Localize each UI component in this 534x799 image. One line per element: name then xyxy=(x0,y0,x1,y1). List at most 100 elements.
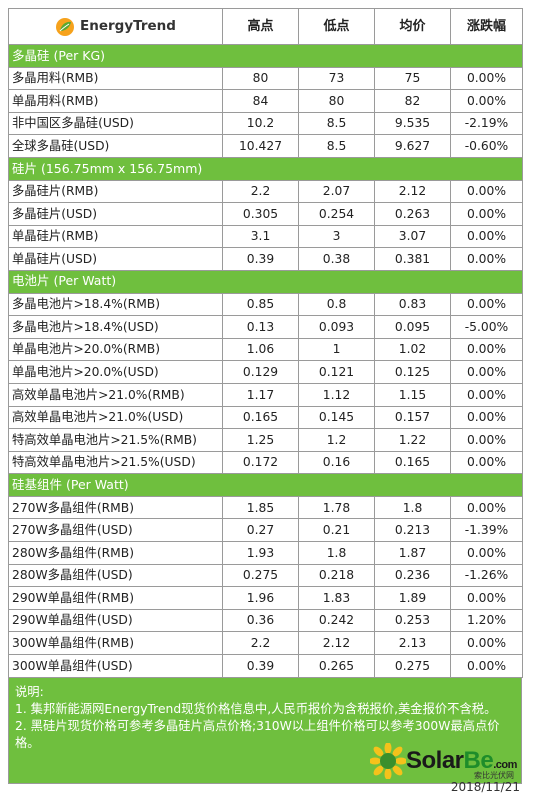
table-row: 单晶硅片(RMB) 3.1 3 3.07 0.00% xyxy=(8,224,523,249)
change-cell: 0.00% xyxy=(450,382,523,407)
low-price-cell: 8.5 xyxy=(298,111,375,136)
low-price-cell: 3 xyxy=(298,224,375,249)
high-price-cell: 2.2 xyxy=(222,631,299,656)
change-cell: 0.00% xyxy=(450,450,523,475)
change-cell: -2.19% xyxy=(450,111,523,136)
solarbe-watermark: SolarBe.com 索比光伏网 xyxy=(370,740,520,782)
table-row: 单晶电池片>20.0%(RMB) 1.06 1 1.02 0.00% xyxy=(8,337,523,362)
table-row: 非中国区多晶硅(USD) 10.2 8.5 9.535 -2.19% xyxy=(8,111,523,136)
product-name-cell: 非中国区多晶硅(USD) xyxy=(8,111,223,136)
price-table: EnergyTrend 高点 低点 均价 涨跌幅 多晶硅 (Per KG) 多晶用… xyxy=(8,8,523,678)
table-row: 特高效单晶电池片>21.5%(RMB) 1.25 1.2 1.22 0.00% xyxy=(8,428,523,452)
table-row: 280W多晶组件(USD) 0.275 0.218 0.236 -1.26% xyxy=(8,563,523,588)
product-name-cell: 300W单晶组件(RMB) xyxy=(8,631,223,656)
avg-price-cell: 3.07 xyxy=(374,224,451,249)
table-row: 270W多晶组件(RMB) 1.85 1.78 1.8 0.00% xyxy=(8,495,523,520)
table-row: 290W单晶组件(RMB) 1.96 1.83 1.89 0.00% xyxy=(8,586,523,610)
avg-price-cell: 0.165 xyxy=(374,450,451,475)
high-price-cell: 0.305 xyxy=(222,202,299,226)
product-name-cell: 300W单晶组件(USD) xyxy=(8,654,223,678)
table-row: 全球多晶硅(USD) 10.427 8.5 9.627 -0.60% xyxy=(8,134,523,158)
section-title: 多晶硅 (Per KG) xyxy=(8,44,523,68)
product-name-cell: 特高效单晶电池片>21.5%(RMB) xyxy=(8,428,223,452)
brand-name: EnergyTrend xyxy=(80,17,176,34)
change-cell: 0.00% xyxy=(450,247,523,271)
product-name-cell: 270W多晶组件(RMB) xyxy=(8,495,223,520)
low-price-cell: 80 xyxy=(298,89,375,113)
avg-price-cell: 1.02 xyxy=(374,337,451,362)
high-price-cell: 1.25 xyxy=(222,428,299,452)
high-price-cell: 0.129 xyxy=(222,360,299,384)
section-title: 电池片 (Per Watt) xyxy=(8,269,523,294)
change-cell: -1.39% xyxy=(450,518,523,543)
high-price-cell: 84 xyxy=(222,89,299,113)
low-price-cell: 0.121 xyxy=(298,360,375,384)
low-price-cell: 2.12 xyxy=(298,631,375,656)
table-row: 高效单晶电池片>21.0%(USD) 0.165 0.145 0.157 0.00% xyxy=(8,405,523,430)
low-price-cell: 1.83 xyxy=(298,586,375,610)
avg-price-cell: 0.095 xyxy=(374,315,451,339)
product-name-cell: 多晶硅片(USD) xyxy=(8,202,223,226)
high-price-cell: 1.06 xyxy=(222,337,299,362)
table-row: 单晶电池片>20.0%(USD) 0.129 0.121 0.125 0.00% xyxy=(8,360,523,384)
table-row: 高效单晶电池片>21.0%(RMB) 1.17 1.12 1.15 0.00% xyxy=(8,382,523,407)
low-price-cell: 8.5 xyxy=(298,134,375,158)
avg-price-cell: 0.381 xyxy=(374,247,451,271)
product-name-cell: 单晶硅片(RMB) xyxy=(8,224,223,249)
low-price-cell: 1.12 xyxy=(298,382,375,407)
avg-price-cell: 0.125 xyxy=(374,360,451,384)
low-price-cell: 0.093 xyxy=(298,315,375,339)
change-cell: 0.00% xyxy=(450,631,523,656)
low-price-cell: 0.16 xyxy=(298,450,375,475)
high-price-cell: 1.93 xyxy=(222,541,299,565)
sunflower-icon xyxy=(370,743,406,779)
high-price-cell: 1.85 xyxy=(222,495,299,520)
change-cell: 0.00% xyxy=(450,360,523,384)
high-price-cell: 0.172 xyxy=(222,450,299,475)
report-date: 2018/11/21 xyxy=(450,780,520,794)
table-row: 300W单晶组件(USD) 0.39 0.265 0.275 0.00% xyxy=(8,654,523,678)
table-row: 单晶用料(RMB) 84 80 82 0.00% xyxy=(8,89,523,113)
product-name-cell: 多晶电池片>18.4%(RMB) xyxy=(8,292,223,317)
table-row: 280W多晶组件(RMB) 1.93 1.8 1.87 0.00% xyxy=(8,541,523,565)
notes-panel: 说明: 1. 集邦新能源网EnergyTrend现货价格信息中,人民币报价为含税… xyxy=(8,677,522,784)
table-row: 多晶硅片(RMB) 2.2 2.07 2.12 0.00% xyxy=(8,179,523,204)
product-name-cell: 多晶用料(RMB) xyxy=(8,66,223,91)
high-price-cell: 2.2 xyxy=(222,179,299,204)
avg-price-cell: 0.213 xyxy=(374,518,451,543)
avg-price-cell: 1.87 xyxy=(374,541,451,565)
product-name-cell: 单晶电池片>20.0%(RMB) xyxy=(8,337,223,362)
change-cell: 0.00% xyxy=(450,337,523,362)
avg-price-cell: 75 xyxy=(374,66,451,91)
watermark-subtitle: 索比光伏网 xyxy=(474,771,514,780)
avg-price-cell: 2.13 xyxy=(374,631,451,656)
section-title: 硅基组件 (Per Watt) xyxy=(8,473,523,497)
table-row: 290W单晶组件(USD) 0.36 0.242 0.253 1.20% xyxy=(8,608,523,633)
table-row: 多晶用料(RMB) 80 73 75 0.00% xyxy=(8,66,523,91)
change-cell: 0.00% xyxy=(450,224,523,249)
change-cell: 0.00% xyxy=(450,292,523,317)
low-price-cell: 0.38 xyxy=(298,247,375,271)
low-price-cell: 0.218 xyxy=(298,563,375,588)
high-price-cell: 0.39 xyxy=(222,247,299,271)
high-price-cell: 3.1 xyxy=(222,224,299,249)
product-name-cell: 280W多晶组件(USD) xyxy=(8,563,223,588)
change-cell: 0.00% xyxy=(450,179,523,204)
high-price-cell: 0.275 xyxy=(222,563,299,588)
avg-price-cell: 1.89 xyxy=(374,586,451,610)
change-cell: 0.00% xyxy=(450,654,523,678)
avg-price-cell: 0.236 xyxy=(374,563,451,588)
high-price-cell: 10.427 xyxy=(222,134,299,158)
low-price-cell: 0.21 xyxy=(298,518,375,543)
change-cell: 0.00% xyxy=(450,405,523,430)
low-price-cell: 1.2 xyxy=(298,428,375,452)
high-price-cell: 0.85 xyxy=(222,292,299,317)
change-cell: -1.26% xyxy=(450,563,523,588)
high-price-cell: 10.2 xyxy=(222,111,299,136)
product-name-cell: 多晶电池片>18.4%(USD) xyxy=(8,315,223,339)
table-row: 特高效单晶电池片>21.5%(USD) 0.172 0.16 0.165 0.00% xyxy=(8,450,523,475)
product-name-cell: 270W多晶组件(USD) xyxy=(8,518,223,543)
product-name-cell: 单晶用料(RMB) xyxy=(8,89,223,113)
change-cell: 1.20% xyxy=(450,608,523,633)
notes-line-2: 2. 黑硅片现货价格可参考多晶硅片高点价格;310W以上组件价格可以参考300W… xyxy=(15,718,500,750)
